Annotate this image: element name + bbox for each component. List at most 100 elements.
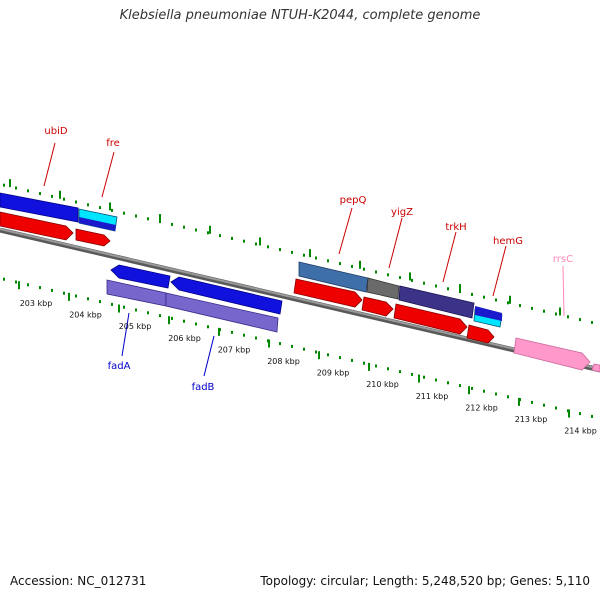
minor-tick (339, 262, 341, 266)
minor-tick (159, 314, 161, 318)
minor-tick (507, 301, 509, 305)
genome-title: Klebsiella pneumoniae NTUH-K2044, comple… (119, 8, 481, 23)
feature-rrna-edge-arrow[interactable] (591, 363, 600, 373)
feature-yigZ-block[interactable] (366, 277, 400, 300)
kbp-scale-label: 213 kbp (515, 415, 548, 424)
major-tick (509, 295, 511, 304)
major-tick (168, 316, 170, 325)
gene-labels: ubiD fre pepQ yigZ trkH hemG rrsC fadA f… (44, 126, 573, 393)
minor-tick (447, 381, 449, 385)
minor-tick (387, 367, 389, 371)
feature-red-arrow-5[interactable] (393, 303, 468, 335)
feature-hemG-sub-block (475, 306, 502, 321)
gene-label-yigZ[interactable]: yigZ (391, 207, 413, 218)
minor-tick (435, 378, 437, 382)
major-tick (218, 327, 220, 336)
minor-tick (519, 304, 521, 308)
minor-tick (171, 316, 173, 320)
feature-red-arrow-3[interactable] (293, 278, 363, 308)
minor-tick (459, 384, 461, 388)
minor-tick (183, 225, 185, 229)
minor-tick (591, 320, 593, 324)
minor-tick (27, 283, 29, 287)
major-tick (318, 351, 320, 360)
feature-pepQ-block[interactable] (298, 261, 369, 293)
minor-tick (447, 287, 449, 291)
minor-tick (135, 308, 137, 312)
gene-label-ubiD[interactable]: ubiD (44, 126, 67, 137)
minor-tick (375, 270, 377, 274)
minor-tick (51, 194, 53, 198)
major-tick (368, 362, 370, 371)
feature-fadB-arrow[interactable] (170, 276, 283, 315)
feature-trkH-block[interactable] (398, 285, 475, 319)
minor-tick (87, 297, 89, 301)
cds-lane-right-upper (298, 261, 503, 328)
cds-lane-red-left (0, 211, 111, 247)
minor-tick (471, 292, 473, 296)
minor-tick (207, 231, 209, 235)
minor-tick (147, 217, 149, 221)
accession-text: Accession: NC_012731 (10, 574, 147, 588)
minor-tick (171, 222, 173, 226)
minor-tick (243, 333, 245, 337)
kbp-scale-label: 212 kbp (465, 403, 498, 412)
major-tick (418, 374, 420, 383)
gene-label-pepQ[interactable]: pepQ (340, 195, 367, 206)
minor-tick (555, 312, 557, 316)
kbp-scale-label: 208 kbp (267, 357, 300, 366)
gene-label-trkH[interactable]: trkH (445, 222, 466, 233)
feature-red-arrow-2[interactable] (75, 228, 111, 247)
feature-ubiD-block[interactable] (0, 192, 79, 223)
minor-tick (375, 364, 377, 368)
feature-red-arrow-1[interactable] (0, 211, 74, 241)
minor-tick (351, 264, 353, 268)
minor-tick (63, 197, 65, 201)
major-tick (518, 397, 520, 406)
minor-tick (483, 389, 485, 393)
major-tick (118, 304, 120, 313)
minor-tick (543, 403, 545, 407)
gene-label-fre[interactable]: fre (106, 138, 120, 149)
kbp-scale-label: 204 kbp (69, 311, 102, 320)
minor-tick (195, 322, 197, 326)
minor-tick (495, 392, 497, 396)
gene-label-hemG[interactable]: hemG (493, 236, 523, 247)
feature-red-arrow-6[interactable] (466, 324, 495, 344)
gene-label-fadB[interactable]: fadB (192, 382, 215, 393)
major-tick (18, 281, 20, 290)
minor-tick (399, 276, 401, 280)
feature-fadA-arrow[interactable] (110, 264, 171, 289)
minor-tick (75, 294, 77, 298)
major-tick (68, 292, 70, 301)
kbp-scale-label: 214 kbp (564, 427, 597, 436)
minor-tick (267, 245, 269, 249)
feature-rrsC-arrow[interactable] (513, 337, 591, 371)
feature-red-arrow-4[interactable] (361, 296, 394, 317)
minor-tick (15, 186, 17, 190)
minor-tick (75, 200, 77, 204)
feature-fre-sub-block (79, 217, 116, 231)
minor-tick (303, 347, 305, 351)
minor-tick (99, 206, 101, 210)
minor-tick (531, 306, 533, 310)
minor-tick (315, 350, 317, 354)
cds-lane-right-red (293, 278, 495, 344)
feature-fadB-block[interactable] (165, 292, 279, 333)
minor-tick (195, 228, 197, 232)
minor-tick (291, 344, 293, 348)
minor-tick (255, 336, 257, 340)
minor-tick (495, 298, 497, 302)
minor-tick (123, 211, 125, 215)
gene-label-fadA[interactable]: fadA (108, 361, 131, 372)
gene-label-rrsC[interactable]: rrsC (553, 254, 573, 265)
kbp-scale-label: 206 kbp (168, 334, 201, 343)
major-tick (459, 284, 461, 293)
major-tick (159, 214, 161, 223)
major-tick (359, 260, 361, 269)
minor-tick (411, 372, 413, 376)
cds-lane-upper (0, 192, 118, 232)
minor-tick (363, 267, 365, 271)
